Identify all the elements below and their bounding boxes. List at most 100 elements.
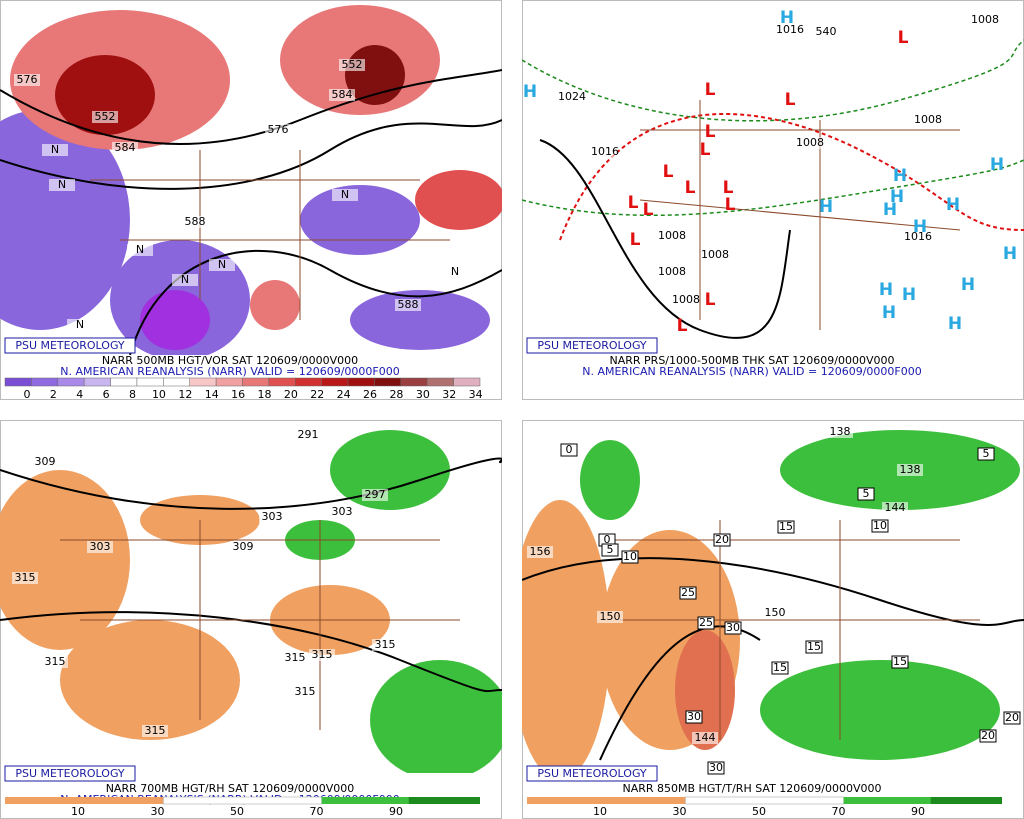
colorbar-cell	[163, 377, 190, 387]
label-bg	[142, 725, 168, 737]
label-bg	[309, 649, 335, 661]
colorbar-label: 22	[310, 388, 324, 401]
low-symbol: L	[723, 178, 734, 198]
colorbar-mid	[685, 796, 844, 805]
label-bg	[209, 259, 235, 271]
label-bg	[527, 546, 553, 558]
contour-label: 138	[830, 425, 851, 438]
colorbar-cell	[295, 377, 322, 387]
low-symbol: L	[725, 195, 736, 215]
colorbar-label: 34	[469, 388, 483, 401]
label-bg	[332, 189, 358, 201]
high-symbol: H	[893, 166, 907, 186]
contour-label: 584	[115, 141, 136, 154]
watermark-box	[4, 765, 136, 782]
contour-label: 1008	[701, 248, 729, 261]
contour-label: N	[181, 273, 189, 286]
colorbar-label: 32	[442, 388, 456, 401]
contour-label: 315	[15, 571, 36, 584]
label-bg	[112, 142, 138, 154]
contour-label: 1008	[914, 113, 942, 126]
high-symbol: H	[883, 200, 897, 220]
colorbar-moist-dark	[408, 797, 480, 804]
colorbar-label: 30	[673, 805, 687, 818]
colorbar-label: 50	[230, 805, 244, 818]
contour-label: N	[341, 188, 349, 201]
colorbar-cell	[374, 377, 402, 387]
label-bg	[14, 74, 40, 86]
contour-label: 1016	[904, 230, 932, 243]
label-bg	[295, 429, 321, 441]
contour-label: 1008	[658, 229, 686, 242]
contour-label: 315	[375, 638, 396, 651]
high-symbol: H	[882, 303, 896, 323]
label-box	[979, 729, 997, 743]
label-bg	[395, 299, 421, 311]
contour-label: 315	[295, 685, 316, 698]
colorbar-label: 10	[593, 805, 607, 818]
low-symbol: L	[630, 230, 641, 250]
boxed-label: 30	[687, 710, 701, 723]
colorbar-label: 10	[152, 388, 166, 401]
contour-label: 315	[45, 655, 66, 668]
boxed-label: 5	[607, 543, 614, 556]
contour-label: N	[51, 143, 59, 156]
contour-label: N	[218, 258, 226, 271]
high-symbol: H	[990, 155, 1004, 175]
high-symbol: H	[913, 217, 927, 237]
colorbar-cell	[31, 377, 59, 387]
low-symbol: L	[643, 200, 654, 220]
label-bg	[92, 111, 118, 123]
contour-label: 588	[185, 215, 206, 228]
low-symbol: L	[705, 122, 716, 142]
label-box	[771, 661, 789, 675]
colorbar-cell	[215, 377, 243, 387]
high-symbol: H	[879, 280, 893, 300]
colorbar-label: 28	[389, 388, 403, 401]
label-bg	[67, 319, 93, 331]
label-box	[707, 761, 725, 775]
colorbar-moist	[843, 797, 1002, 804]
label-bg	[362, 489, 388, 501]
label-bg	[339, 59, 365, 71]
watermark: PSU METEOROLOGY	[15, 339, 125, 352]
colorbar-label: 2	[50, 388, 57, 401]
label-box	[601, 543, 619, 557]
contour-label: 576	[268, 123, 289, 136]
boxed-label: 25	[699, 616, 713, 629]
high-symbol: H	[902, 285, 916, 305]
boxed-label: 15	[779, 520, 793, 533]
colorbar-moist	[321, 797, 480, 804]
boxed-label: 15	[807, 640, 821, 653]
contour-label: 588	[398, 298, 419, 311]
valid-line: N. AMERICAN REANALYSIS (NARR) VALID = 12…	[60, 365, 400, 378]
low-symbol: L	[677, 316, 688, 336]
boxed-label: 0	[604, 533, 611, 546]
label-bg	[972, 14, 998, 26]
label-bg	[692, 732, 718, 744]
label-bg	[673, 294, 699, 306]
colorbar-label: 26	[363, 388, 377, 401]
colorbar-cell	[426, 377, 454, 387]
boxed-label: 0	[566, 443, 573, 456]
low-symbol: L	[685, 178, 696, 198]
contour-label: N	[136, 243, 144, 256]
contour-label: 1016	[591, 145, 619, 158]
label-box	[621, 550, 639, 564]
colorbar-dry	[5, 797, 164, 804]
contour-label: 315	[285, 651, 306, 664]
high-symbol: H	[946, 195, 960, 215]
label-bg	[597, 611, 623, 623]
colorbar-label: 16	[231, 388, 245, 401]
contour-label: 315	[312, 648, 333, 661]
label-bg	[905, 231, 931, 243]
watermark-box	[526, 337, 658, 354]
low-symbol: L	[628, 193, 639, 213]
watermark-box	[526, 765, 658, 782]
high-symbol: H	[948, 314, 962, 334]
boxed-label: 15	[893, 655, 907, 668]
contour-label: 552	[95, 110, 116, 123]
colorbar-cell	[83, 377, 111, 387]
watermark: PSU METEOROLOGY	[15, 767, 125, 780]
contour-label: 540	[816, 25, 837, 38]
